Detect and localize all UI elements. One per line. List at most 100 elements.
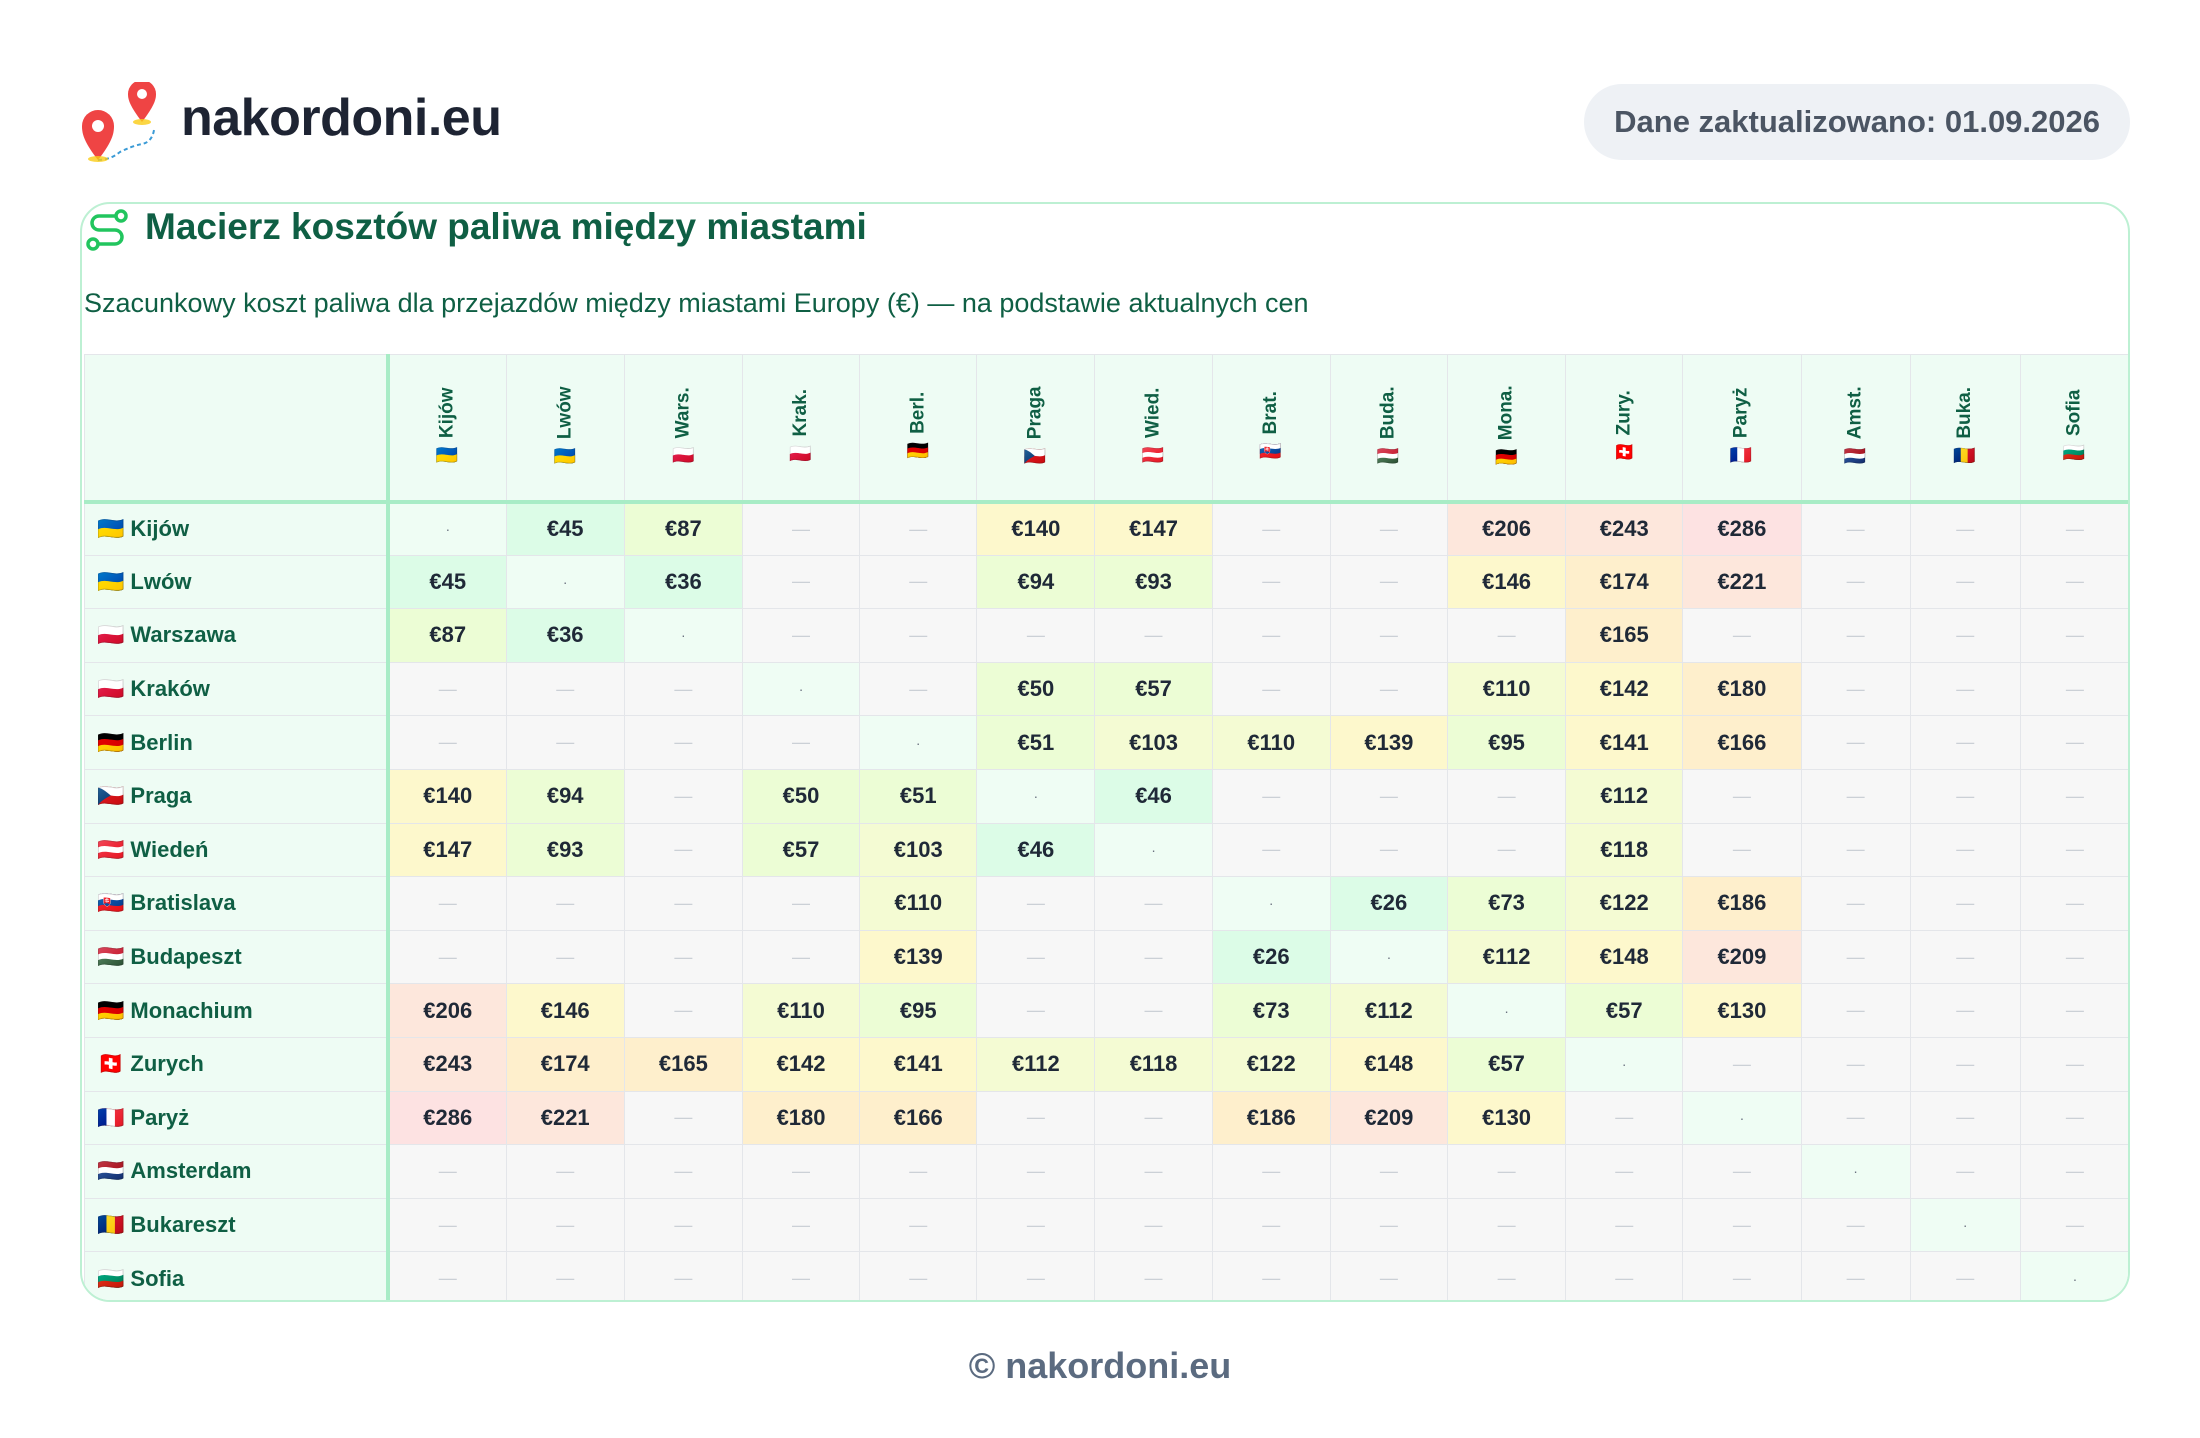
flag-icon: 🇫🇷 (1730, 445, 1753, 466)
row-city-name: Kraków (130, 676, 210, 702)
cost-cell: €73 (1211, 983, 1331, 1038)
empty-cell: — (623, 715, 743, 770)
column-city-short: Buka. (1954, 387, 1976, 439)
column-header: 🇷🇴 Buka. (1909, 354, 2021, 504)
route-icon (86, 209, 128, 251)
cost-cell: €140 (976, 501, 1096, 556)
cost-cell: €174 (505, 1036, 625, 1092)
flag-icon: 🇩🇪 (97, 729, 125, 755)
empty-cell: — (623, 929, 743, 985)
column-header-label: 🇩🇪 Mona. (1495, 386, 1518, 469)
empty-cell: — (623, 1144, 743, 1199)
empty-cell: — (1211, 1251, 1331, 1300)
cost-cell: €141 (859, 1036, 978, 1092)
diagonal-cell: · (1211, 876, 1331, 931)
cost-cell: €147 (387, 822, 507, 878)
cost-cell: €130 (1682, 983, 1802, 1038)
flag-icon: 🇺🇦 (436, 445, 459, 466)
empty-cell: — (623, 1251, 743, 1300)
cost-cell: €142 (741, 1036, 861, 1092)
empty-cell: — (623, 661, 743, 717)
diagonal-cell: · (505, 554, 625, 610)
empty-cell: — (976, 1090, 1096, 1146)
empty-cell: — (387, 1144, 507, 1199)
column-header-label: 🇦🇹 Wied. (1141, 388, 1165, 467)
cost-cell: €174 (1565, 554, 1684, 610)
column-header-label: 🇨🇭 Zury. (1613, 391, 1635, 464)
column-header-label: 🇧🇬 Sofia (2063, 390, 2086, 465)
table-row: 🇵🇱 Warszawa €87 €36 · — — — — — — — €165— — — — (83, 608, 2128, 663)
map-pins-logo-icon (82, 82, 156, 162)
cost-cell: €166 (859, 1090, 978, 1146)
cost-cell: €221 (505, 1090, 625, 1146)
column-city-short: Amst. (1844, 386, 1866, 440)
empty-cell: — (1682, 768, 1802, 824)
flag-icon: 🇦🇹 (97, 836, 125, 862)
empty-cell: — (2019, 1197, 2128, 1253)
row-city-name: Wiedeń (130, 836, 209, 862)
empty-cell: — (1909, 768, 2021, 824)
empty-cell: — (1329, 608, 1448, 663)
empty-cell: — (1094, 608, 1213, 663)
empty-cell: — (1094, 1251, 1213, 1300)
empty-cell: — (741, 715, 861, 770)
brand-name[interactable]: nakordoni.eu (181, 89, 502, 147)
cost-cell: €122 (1565, 876, 1684, 931)
cost-cell: €139 (1329, 715, 1448, 770)
flag-icon: 🇦🇹 (1141, 445, 1165, 465)
cost-cell: €180 (1682, 661, 1802, 717)
empty-cell: — (741, 929, 861, 985)
empty-cell: — (1800, 1197, 1911, 1253)
cost-cell: €94 (976, 554, 1096, 610)
cost-cell: €110 (1446, 661, 1567, 717)
empty-cell: — (1329, 501, 1448, 556)
flag-icon: 🇫🇷 (97, 1104, 125, 1130)
empty-cell: — (1094, 1144, 1213, 1199)
column-header-label: 🇭🇺 Buda. (1377, 387, 1400, 468)
empty-cell: — (1446, 768, 1567, 824)
empty-cell: — (2019, 1090, 2128, 1146)
empty-cell: — (1682, 1144, 1802, 1199)
cost-cell: €166 (1682, 715, 1802, 770)
empty-cell: — (387, 715, 507, 770)
cost-cell: €112 (976, 1036, 1096, 1092)
column-header-label: 🇺🇦 Lwów (553, 387, 576, 468)
table-row: 🇺🇦 Kijów · €45 €87— — €140 €147— — €206 €243 €286— —… (83, 501, 2128, 556)
empty-cell: — (1800, 1251, 1911, 1300)
empty-cell: — (1094, 929, 1213, 985)
flag-icon: 🇧🇬 (97, 1265, 125, 1291)
flag-icon: 🇺🇦 (553, 446, 576, 467)
cost-cell: €95 (1446, 715, 1567, 770)
cost-cell: €186 (1211, 1090, 1331, 1146)
table-row: 🇵🇱 Kraków — — — · — €50 €57— — €110 €142 €180— — — (83, 661, 2128, 717)
row-header: 🇭🇺 Budapeszt (83, 929, 390, 985)
diagonal-cell: · (387, 501, 507, 556)
flag-icon: 🇭🇺 (97, 944, 125, 970)
cost-cell: €45 (387, 554, 507, 610)
column-header-label: 🇨🇿 Praga (1024, 387, 1047, 468)
cost-cell: €209 (1329, 1090, 1448, 1146)
cost-cell: €26 (1329, 876, 1448, 931)
flag-icon: 🇨🇿 (1024, 446, 1047, 467)
row-header: 🇩🇪 Berlin (83, 715, 390, 770)
flag-icon: 🇷🇴 (1953, 445, 1976, 466)
cost-cell: €50 (741, 768, 861, 824)
flag-icon: 🇵🇱 (97, 676, 125, 702)
empty-cell: — (859, 1197, 978, 1253)
row-city-name: Lwów (130, 568, 192, 594)
empty-cell: — (1565, 1197, 1684, 1253)
column-header: 🇺🇦 Lwów (505, 354, 625, 504)
row-header: 🇨🇭 Zurych (83, 1036, 390, 1092)
empty-cell: — (976, 1144, 1096, 1199)
table-row: 🇭🇺 Budapeszt — — — — €139— — €26 · €112 €148 €209— — — (83, 929, 2128, 985)
cost-cell: €146 (505, 983, 625, 1038)
empty-cell: — (623, 1197, 743, 1253)
empty-cell: — (505, 1197, 625, 1253)
empty-cell: — (1329, 1144, 1448, 1199)
empty-cell: — (1211, 1144, 1331, 1199)
empty-cell: — (1094, 983, 1213, 1038)
empty-cell: — (1446, 1144, 1567, 1199)
empty-cell: — (2019, 715, 2128, 770)
cost-cell: €209 (1682, 929, 1802, 985)
empty-cell: — (1329, 554, 1448, 610)
